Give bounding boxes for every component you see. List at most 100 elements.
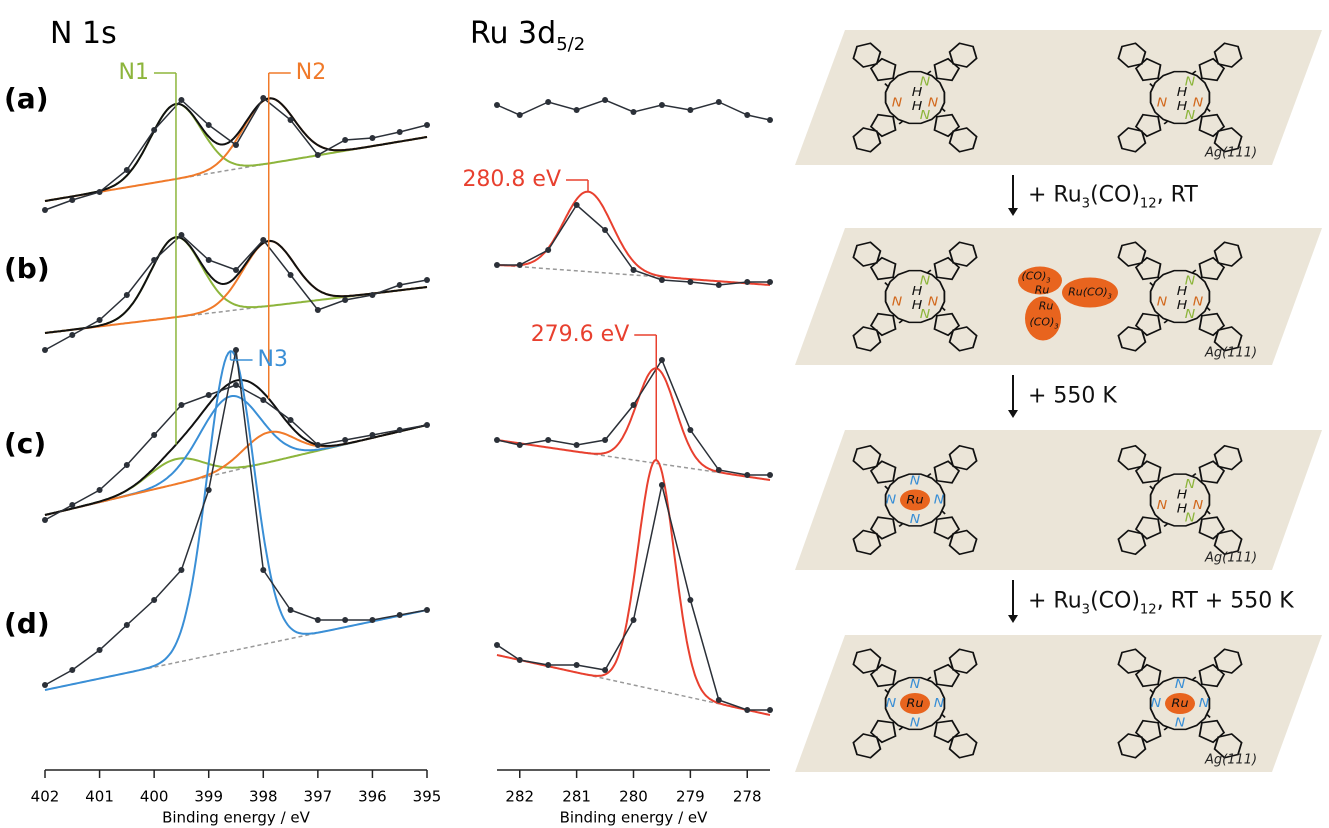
x-axis-label: Binding energy / eV xyxy=(560,809,709,827)
data-point xyxy=(574,107,580,113)
fit-envelope xyxy=(45,380,427,515)
data-point xyxy=(97,189,103,195)
atom-label: H xyxy=(1177,86,1188,100)
atom-label: H xyxy=(912,285,923,299)
substrate xyxy=(795,430,1322,570)
fit-envelope xyxy=(45,237,427,333)
atom-label: N xyxy=(1199,697,1210,711)
atom-label: N xyxy=(1175,678,1186,692)
data-point xyxy=(315,307,321,313)
data-point xyxy=(151,257,157,263)
substrate xyxy=(795,228,1322,365)
data-point xyxy=(631,617,637,623)
x-tick-label: 399 xyxy=(194,788,223,806)
data-point xyxy=(151,127,157,133)
data-point xyxy=(69,667,75,673)
step-label-part: (CO) xyxy=(1090,589,1140,614)
data-point xyxy=(369,292,375,298)
data-point xyxy=(687,427,693,433)
data-point xyxy=(124,622,130,628)
title: N 1s xyxy=(50,16,117,51)
atom-label: H xyxy=(1177,285,1188,299)
surface-label: Ag(111) xyxy=(1204,346,1257,361)
data-point xyxy=(545,247,551,253)
data-point xyxy=(716,697,722,703)
step-label-part: + Ru xyxy=(1028,589,1082,614)
x-tick-label: 395 xyxy=(413,788,442,806)
data-point xyxy=(517,112,523,118)
atom-label: N xyxy=(910,678,921,692)
atom-label: H xyxy=(1177,100,1188,114)
atom-label: N xyxy=(1157,96,1168,110)
x-tick-label: 402 xyxy=(31,788,60,806)
cluster-label-part: 3 xyxy=(1108,293,1112,301)
data-point xyxy=(545,437,551,443)
atom-label: H xyxy=(1177,299,1188,313)
atom-label: N xyxy=(910,513,921,527)
marker-label: 279.6 eV xyxy=(531,322,630,347)
x-axis-label: Binding energy / eV xyxy=(162,809,311,827)
atom-label: N xyxy=(886,493,897,507)
data-point xyxy=(178,97,184,103)
atom-label: N xyxy=(1175,716,1186,730)
step-arrowhead xyxy=(1008,410,1018,418)
data-point xyxy=(494,262,500,268)
data-point xyxy=(659,102,665,108)
data-point xyxy=(631,267,637,273)
panel-label: (a) xyxy=(4,82,49,115)
data-point xyxy=(716,467,722,473)
marker-label: 280.8 eV xyxy=(462,167,561,192)
data-point xyxy=(260,237,266,243)
data-point xyxy=(494,437,500,443)
x-tick-label: 281 xyxy=(562,788,591,806)
data-point xyxy=(178,232,184,238)
data-point xyxy=(424,607,430,613)
atom-label: H xyxy=(912,100,923,114)
data-point xyxy=(124,462,130,468)
atom-label: N xyxy=(892,96,903,110)
atom-label: N xyxy=(892,295,903,309)
data-point xyxy=(517,657,523,663)
data-point xyxy=(767,117,773,123)
x-tick-label: 401 xyxy=(85,788,114,806)
marker-label: N3 xyxy=(258,347,288,372)
step-arrowhead xyxy=(1008,615,1018,623)
data-point xyxy=(424,122,430,128)
atom-label: N xyxy=(1157,499,1168,513)
fit-envelope xyxy=(497,460,770,715)
data-line xyxy=(497,485,770,710)
cluster-label-part: Ru xyxy=(1039,300,1054,313)
substrate xyxy=(795,635,1322,772)
step-label-part: 12 xyxy=(1140,196,1157,211)
data-point xyxy=(97,487,103,493)
title: Ru 3d xyxy=(470,16,556,51)
data-point xyxy=(397,282,403,288)
data-point xyxy=(397,612,403,618)
panel-title: Ru 3d5/2 xyxy=(470,16,585,55)
data-point xyxy=(602,227,608,233)
x-tick-label: 397 xyxy=(304,788,333,806)
data-point xyxy=(744,112,750,118)
step-label-part: + Ru xyxy=(1028,183,1082,208)
data-point xyxy=(744,707,750,713)
fit-envelope xyxy=(497,368,770,480)
fit-component xyxy=(45,396,427,515)
data-point xyxy=(206,487,212,493)
step-label-part: 3 xyxy=(1082,602,1090,617)
data-point xyxy=(288,117,294,123)
step-label-part: 3 xyxy=(1082,196,1090,211)
data-point xyxy=(151,597,157,603)
cluster-label: (CO)3 xyxy=(1029,316,1058,331)
panel-label: (d) xyxy=(4,607,50,640)
surface-label: Ag(111) xyxy=(1204,753,1257,768)
data-point xyxy=(315,152,321,158)
atom-label: N xyxy=(910,474,921,488)
data-point xyxy=(288,272,294,278)
atom-label: N xyxy=(934,697,945,711)
data-point xyxy=(424,422,430,428)
data-point xyxy=(602,437,608,443)
panel-label: (b) xyxy=(4,252,50,285)
data-point xyxy=(369,617,375,623)
cluster-label-part: (CO) xyxy=(1029,316,1054,329)
step-label: + Ru3(CO)12, RT + 550 K xyxy=(1028,589,1294,618)
